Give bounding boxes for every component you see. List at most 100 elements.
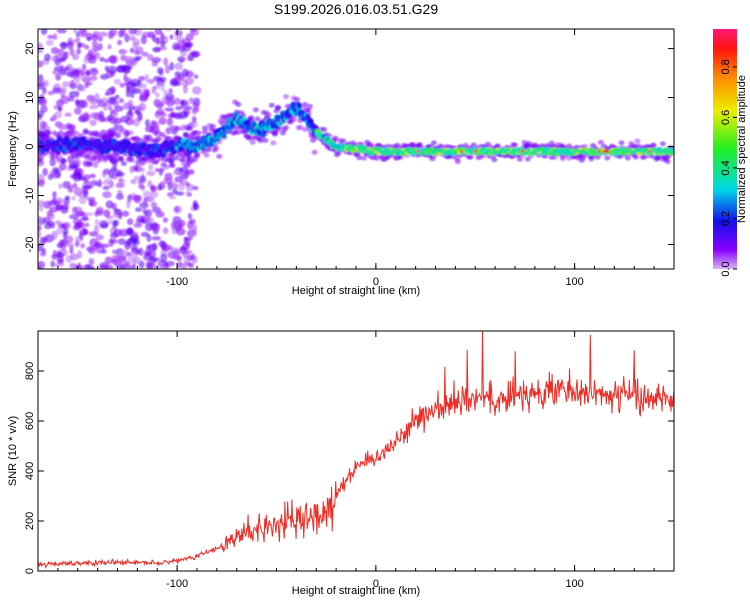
spectrogram-noise-cell	[94, 210, 99, 217]
spectrogram-halo-cell	[262, 137, 269, 143]
spectrogram-halo-cell	[82, 129, 89, 135]
spectrogram-noise-cell	[52, 33, 58, 40]
spectrogram-noise-cell	[64, 195, 71, 201]
spectrogram-noise-cell	[162, 227, 169, 234]
spectrogram-halo-cell	[491, 157, 498, 163]
spectrogram-noise-cell	[53, 105, 60, 110]
spectrogram-noise-cell	[133, 223, 143, 228]
spectrogram-noise-cell	[55, 73, 62, 81]
spectrogram-noise-cell	[149, 126, 155, 133]
spectrogram-noise-cell	[97, 35, 103, 42]
spectrogram-noise-cell	[146, 245, 152, 250]
spectrogram-noise-cell	[146, 250, 157, 258]
spectrogram-noise-cell	[182, 105, 192, 111]
spectrogram-noise-cell	[52, 191, 57, 199]
spectrogram-noise-cell	[138, 183, 145, 190]
spectrogram-noise-cell	[102, 185, 110, 191]
spectrogram-noise-cell	[114, 132, 122, 139]
spectrogram-noise-cell	[90, 173, 96, 179]
spectrogram-noise-cell	[177, 56, 186, 63]
spectrogram-noise-cell	[171, 220, 179, 226]
spectrogram-noise-cell	[38, 174, 45, 181]
snr-ytick-label: 200	[24, 512, 36, 530]
spectrogram-noise-cell	[165, 93, 175, 101]
spectrogram-halo-cell	[90, 155, 97, 161]
spectrogram-noise-cell	[76, 48, 82, 55]
spectrogram-noise-cell	[74, 92, 80, 99]
spectrogram-noise-cell	[126, 199, 131, 209]
spectrogram-noise-cell	[38, 229, 42, 239]
spectrogram-halo-cell	[128, 157, 135, 163]
spectrogram-noise-cell	[58, 183, 63, 189]
spectrogram-noise-cell	[139, 167, 146, 173]
spectrogram-halo-cell	[254, 116, 261, 122]
snr-xtick-label: -100	[166, 578, 188, 590]
spectrogram-noise-cell	[151, 86, 157, 95]
spectrogram-noise-cell	[67, 185, 74, 193]
spectrogram-noise-cell	[145, 119, 150, 127]
spectrogram-ylabel: Frequency (Hz)	[7, 111, 19, 187]
spectrogram-halo-cell	[117, 156, 124, 162]
spectrogram-noise-cell	[120, 29, 127, 37]
spectrogram-noise-cell	[154, 111, 161, 119]
spectrogram-noise-cell	[121, 64, 131, 73]
spectrogram-noise-cell	[180, 50, 187, 58]
spectrogram-noise-cell	[175, 191, 185, 196]
spectrogram-halo-cell	[155, 136, 162, 142]
spectrogram-noise-cell	[107, 114, 114, 121]
spectrogram-noise-cell	[49, 157, 56, 167]
spectrogram-noise-cell	[124, 33, 130, 43]
spectrogram-halo-cell	[580, 155, 587, 161]
spectrogram-noise-cell	[150, 201, 158, 209]
spectrogram-noise-cell	[174, 29, 183, 37]
spectrogram-noise-cell	[165, 127, 172, 135]
spectrogram-noise-cell	[98, 31, 108, 37]
spectrogram-halo-cell	[604, 155, 611, 161]
spectrogram-noise-cell	[128, 29, 137, 35]
spectrogram-noise-cell	[151, 242, 158, 252]
spectrogram-halo-cell	[52, 154, 59, 160]
colorbar-tick-label: 0.6	[720, 110, 732, 125]
spectrogram-y-ticks: -20 -10 0 10 20	[24, 42, 674, 252]
spectrogram-noise-cell	[88, 258, 95, 265]
spectrogram-noise-cell	[89, 112, 100, 119]
spectrogram-noise-cell	[112, 117, 123, 125]
colorbar-tick-label: 0.8	[720, 59, 732, 74]
spectrogram-noise-cell	[57, 122, 63, 130]
spectrogram-halo-cell	[290, 116, 297, 122]
spectrogram-halo-cell	[618, 140, 625, 146]
spectrogram-noise-cell	[38, 74, 44, 83]
spectrogram-noise-cell	[54, 200, 62, 205]
spectrogram-halo-cell	[516, 156, 523, 162]
spectrogram-halo-cell	[186, 126, 193, 132]
spectrogram-noise-cell	[89, 75, 98, 81]
spectrogram-noise-cell	[74, 107, 82, 115]
spectrogram-noise-cell	[133, 49, 140, 56]
spectrogram-noise-cell	[164, 107, 174, 112]
spectrogram-halo-cell	[356, 155, 363, 161]
spectrogram-noise-cell	[72, 159, 82, 166]
spectrogram-noise-cell	[60, 95, 70, 104]
spectrogram-noise-cell	[119, 82, 125, 88]
spectrogram-halo-cell	[209, 123, 216, 129]
spectrogram-noise-cell	[76, 99, 87, 109]
spectrogram-noise-cell	[141, 51, 149, 57]
spectrogram-noise-cell	[160, 83, 165, 92]
spectrogram-noise-cell	[133, 256, 141, 265]
spectrogram-noise-cell	[113, 258, 121, 267]
spectrogram-noise-cell	[167, 182, 173, 191]
spectrogram-xlabel: Height of straight line (km)	[292, 285, 420, 297]
spectrogram-noise-cell	[115, 193, 124, 200]
spectrogram-noise-cell	[188, 54, 193, 60]
spectrogram-noise-cell	[155, 36, 161, 45]
spectrogram-noise-cell	[189, 29, 197, 32]
spectrogram-noise-cell	[111, 249, 117, 254]
spectrogram-noise-cell	[38, 225, 42, 231]
spectrogram-noise-cell	[58, 57, 66, 63]
snr-xlabel: Height of straight line (km)	[292, 585, 420, 597]
spectrogram-noise-cell	[38, 204, 44, 212]
spectrogram-noise-cell	[140, 35, 147, 45]
spectrogram-noise-cell	[56, 29, 67, 34]
spectrogram-noise-cell	[49, 206, 59, 213]
spectrogram-noise-cell	[127, 99, 134, 108]
